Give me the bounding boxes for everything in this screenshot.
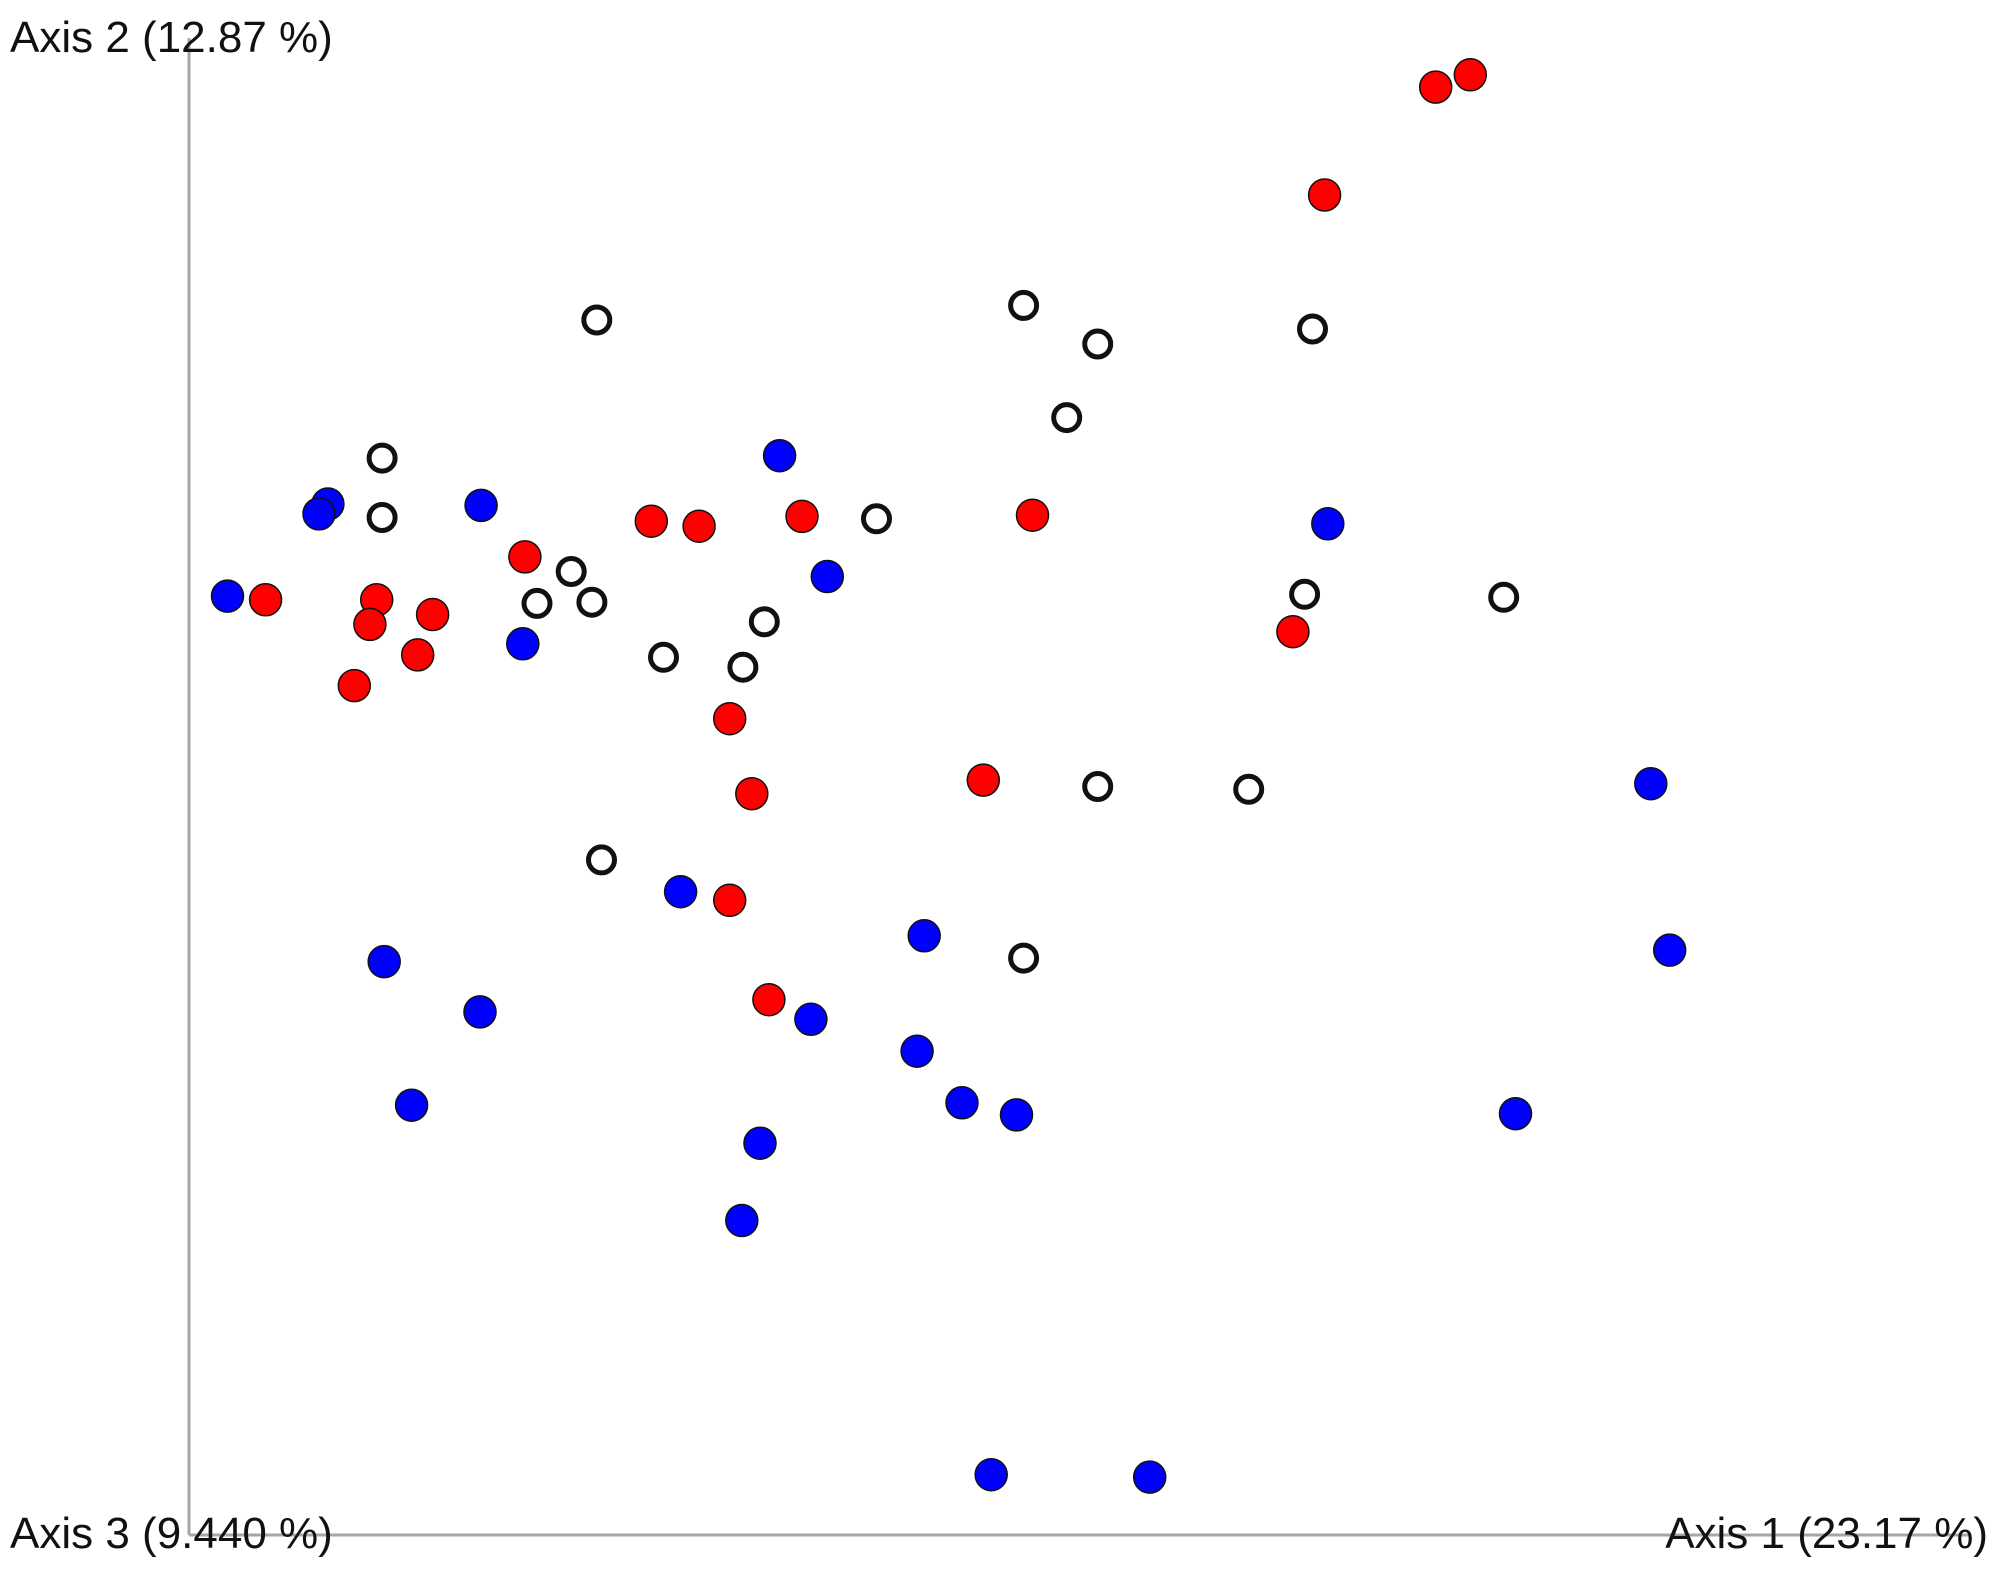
point-red-13 [400,638,435,672]
z-axis-label: Axis 3 (9.440 %) [10,1509,333,1558]
point-open-16 [727,651,759,683]
point-open-10 [521,587,553,619]
point-blue-16 [900,1034,934,1068]
point-open-2 [1008,289,1040,321]
point-red-16 [735,776,769,811]
point-red-11 [353,607,387,642]
point-red-9 [248,583,283,617]
point-red-2 [1453,58,1488,92]
point-open-4 [1297,313,1328,345]
point-blue-8 [1311,507,1345,541]
point-open-11 [576,586,608,618]
point-red-5 [634,504,669,538]
point-red-7 [785,499,819,534]
point-open-8 [366,502,398,533]
point-red-17 [966,763,1001,797]
point-blue-9 [1634,766,1668,801]
point-blue-1 [762,438,797,473]
point-open-13 [1289,578,1321,610]
point-open-12 [748,606,780,638]
point-blue-24 [1132,1460,1167,1494]
point-red-6 [682,509,716,543]
point-blue-17 [394,1088,429,1122]
point-open-7 [861,503,892,535]
point-blue-12 [1652,933,1687,967]
x-axis-label: Axis 1 (23.17 %) [1665,1509,1988,1558]
point-blue-3 [302,497,336,531]
point-open-14 [1488,581,1520,613]
point-open-15 [648,641,679,673]
y-axis-label: Axis 2 (12.87 %) [10,13,333,62]
point-open-18 [1233,773,1265,805]
point-blue-19 [999,1098,1034,1132]
point-blue-22 [725,1203,759,1238]
point-blue-18 [945,1086,979,1120]
point-open-3 [1082,328,1114,360]
point-blue-11 [907,919,941,953]
point-red-8 [508,540,542,574]
point-red-1 [1418,70,1453,104]
point-blue-10 [663,874,698,909]
point-open-5 [1051,402,1083,434]
point-open-19 [586,844,617,876]
point-blue-5 [210,579,245,613]
point-blue-20 [1498,1096,1533,1131]
point-blue-7 [810,559,845,594]
point-red-19 [712,883,747,918]
point-red-4 [1015,498,1050,532]
data-points [210,58,1687,1494]
point-red-20 [752,982,786,1017]
point-open-17 [1082,771,1114,802]
point-blue-15 [794,1002,828,1037]
point-blue-13 [367,944,401,979]
point-red-12 [415,597,450,632]
point-blue-21 [743,1126,777,1160]
point-open-1 [581,304,613,336]
point-red-15 [712,701,747,736]
point-blue-23 [974,1457,1008,1492]
point-red-18 [1276,614,1310,649]
point-open-6 [366,442,398,474]
point-blue-14 [463,995,497,1029]
point-blue-6 [506,627,540,661]
point-blue-4 [464,488,498,523]
point-open-9 [555,556,587,587]
point-open-20 [1008,942,1040,974]
point-red-3 [1307,178,1342,212]
point-red-14 [337,668,372,703]
